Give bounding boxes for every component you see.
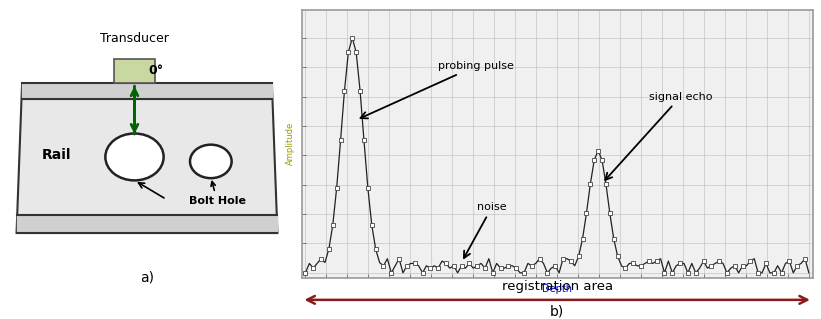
Text: noise: noise [464,202,507,258]
Circle shape [190,145,232,178]
Circle shape [105,133,163,181]
Text: Transducer: Transducer [100,32,169,45]
Text: probing pulse: probing pulse [360,61,514,118]
X-axis label: Depth: Depth [542,284,572,294]
Text: b): b) [550,304,564,318]
Text: Rail: Rail [42,148,71,162]
Text: 0°: 0° [149,64,163,78]
PathPatch shape [16,83,277,233]
Text: a): a) [140,271,154,285]
Text: Bolt Hole: Bolt Hole [189,182,245,206]
Bar [113,59,155,83]
Y-axis label: Amplitude: Amplitude [287,122,296,165]
Polygon shape [22,83,272,99]
Text: signal echo: signal echo [605,92,713,180]
Text: registration area: registration area [502,280,612,293]
Polygon shape [16,215,277,233]
